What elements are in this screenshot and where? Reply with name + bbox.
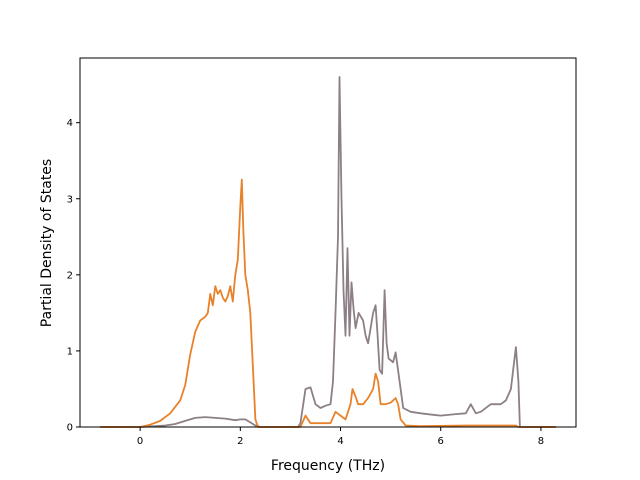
x-tick-label: 2	[237, 436, 243, 447]
tick-layer: 0 2 4 6 8 0 1 2 3 4	[67, 118, 544, 447]
series-line-2	[100, 178, 556, 428]
x-axis-label: Frequency (THz)	[271, 458, 385, 474]
y-tick-label: 3	[67, 194, 73, 205]
y-tick-label: 1	[67, 346, 73, 357]
x-tick-label: 4	[337, 436, 343, 447]
x-tick-label: 6	[438, 436, 444, 447]
plot-frame	[79, 57, 577, 428]
x-tick-label: 0	[137, 436, 143, 447]
series-layer	[100, 76, 556, 428]
y-tick-label: 2	[67, 270, 73, 281]
y-tick-label: 4	[67, 118, 73, 129]
y-tick-label: 0	[67, 423, 73, 434]
series-line-1	[100, 76, 556, 428]
y-axis-label: Partial Density of States	[39, 159, 55, 327]
x-tick-label: 8	[538, 436, 544, 447]
